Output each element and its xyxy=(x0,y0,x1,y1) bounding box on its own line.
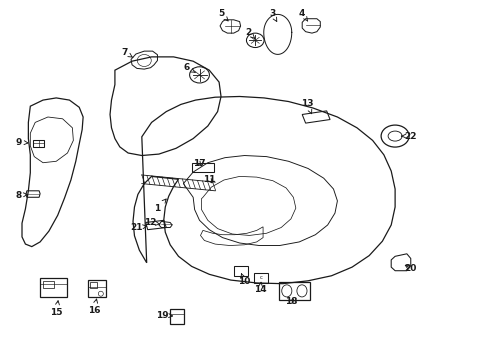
Text: 19: 19 xyxy=(156,310,172,320)
Text: 15: 15 xyxy=(50,301,62,317)
Text: 8: 8 xyxy=(16,191,27,199)
Text: 20: 20 xyxy=(404,264,416,273)
Text: 7: 7 xyxy=(121,48,133,58)
Text: 18: 18 xyxy=(284,297,297,306)
Text: 14: 14 xyxy=(253,282,266,294)
Text: 16: 16 xyxy=(87,299,100,315)
Text: 9: 9 xyxy=(15,138,28,147)
Text: 2: 2 xyxy=(245,28,254,38)
Text: 10: 10 xyxy=(238,274,250,286)
Text: 3: 3 xyxy=(269,9,276,22)
Text: c: c xyxy=(259,275,262,280)
Text: 5: 5 xyxy=(218,9,228,21)
Text: 4: 4 xyxy=(298,9,307,21)
Text: 17: 17 xyxy=(193,159,205,168)
Text: 11: 11 xyxy=(203,175,215,184)
Text: 22: 22 xyxy=(401,132,416,140)
Text: 6: 6 xyxy=(183,63,195,72)
Text: 13: 13 xyxy=(300,99,313,114)
Text: 1: 1 xyxy=(154,199,166,213)
Text: 21: 21 xyxy=(130,223,146,232)
Text: 12: 12 xyxy=(144,218,160,227)
